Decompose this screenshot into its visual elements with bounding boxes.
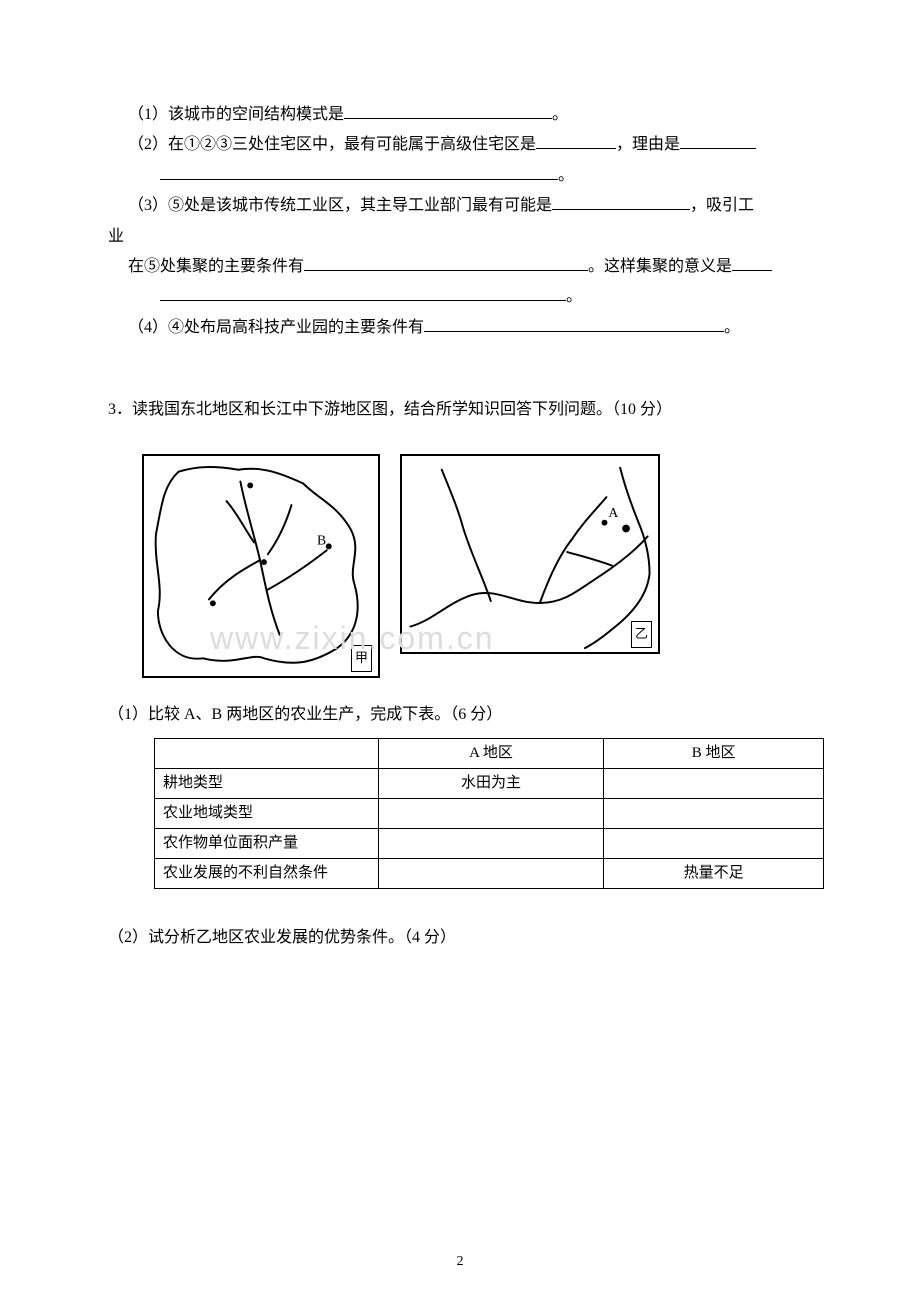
table-row: 耕地类型 水田为主 [155,768,824,798]
comparison-table: A 地区 B 地区 耕地类型 水田为主 农业地域类型 农作物单位面积产量 农业发… [154,738,824,889]
q1-p4-pre: （4）④处布局高科技产业园的主要条件有 [128,319,424,336]
r0c2[interactable] [604,768,824,798]
q3-title: 3．读我国东北地区和长江中下游地区图，结合所学知识回答下列问题。（10 分） [108,395,812,425]
th-0 [155,738,379,768]
q1-p3-cont-blank2[interactable] [732,253,772,271]
q1-p3: （3）⑤处是该城市传统工业区，其主导工业部门最有可能是 ，吸引工 [108,191,812,221]
svg-text:A: A [608,504,618,519]
r2c2[interactable] [604,828,824,858]
q1-p1-blank[interactable] [344,101,552,119]
q1-p3-mid: ，吸引工 [690,197,754,214]
q1-p3-hang: 业 [108,222,812,252]
q1-p1: （1）该城市的空间结构模式是 。 [108,100,812,130]
map-1: B 甲 [142,454,380,678]
q1-p2-cont-tail: 。 [558,167,574,184]
q1-p2-mid: ，理由是 [616,136,680,153]
r2c1[interactable] [378,828,604,858]
r1c2[interactable] [604,798,824,828]
r0c0: 耕地类型 [155,768,379,798]
q1-p3-blank[interactable] [552,193,690,211]
table-row: 农业发展的不利自然条件 热量不足 [155,858,824,888]
map2-label: 乙 [631,621,652,648]
q3-sub1: （1）比较 A、B 两地区的农业生产，完成下表。（6 分） [108,700,812,730]
r0c1[interactable]: 水田为主 [378,768,604,798]
q3-sub2: （2）试分析乙地区农业发展的优势条件。（4 分） [108,923,812,953]
q1-p3-cont2-tail: 。 [566,288,582,305]
map-2: A 乙 [400,454,660,654]
q1-p3-cont2: 。 [108,282,812,312]
maps-row: B 甲 A 乙 [142,454,812,678]
r3c1[interactable] [378,858,604,888]
q1-p3-pre: （3）⑤处是该城市传统工业区，其主导工业部门最有可能是 [128,197,552,214]
page-number: 2 [0,1249,920,1276]
table-row: 农业地域类型 [155,798,824,828]
r1c1[interactable] [378,798,604,828]
q1-p3-cont: 在⑤处集聚的主要条件有 。这样集聚的意义是 [108,252,812,282]
th-1: A 地区 [378,738,604,768]
r1c0: 农业地域类型 [155,798,379,828]
map1-label: 甲 [351,645,372,672]
r3c2[interactable]: 热量不足 [604,858,824,888]
question-block-3: 3．读我国东北地区和长江中下游地区图，结合所学知识回答下列问题。（10 分） B… [108,395,812,953]
q1-p2-pre: （2）在①②③三处住宅区中，最有可能属于高级住宅区是 [128,136,536,153]
q1-p4-tail: 。 [724,319,740,336]
question-block-1: （1）该城市的空间结构模式是。 （2）在①②③三处住宅区中，最有可能属于高级住宅… [108,100,812,343]
q1-p3-cont-pre: 在⑤处集聚的主要条件有 [128,258,304,275]
table-row: 农作物单位面积产量 [155,828,824,858]
q1-p2-cont: 。 [108,161,812,191]
th-2: B 地区 [604,738,824,768]
q1-p3-hang-txt: 业 [108,228,124,245]
q1-p4-blank[interactable] [424,314,724,332]
svg-text:B: B [317,532,326,547]
q1-p3-cont2-blank[interactable] [160,284,566,302]
q1-p2-blank2[interactable] [680,132,756,150]
q1-p3-cont-blank[interactable] [304,253,588,271]
r3c0: 农业发展的不利自然条件 [155,858,379,888]
table-header-row: A 地区 B 地区 [155,738,824,768]
q1-p1-pre: （1）该城市的空间结构模式是 [128,106,344,123]
q1-p3-cont-mid: 。这样集聚的意义是 [588,258,732,275]
q1-p4: （4）④处布局高科技产业园的主要条件有 。 [108,313,812,343]
q1-p2-cont-blank[interactable] [160,162,558,180]
r2c0: 农作物单位面积产量 [155,828,379,858]
q1-p1-tail: 。 [552,106,568,123]
q1-p2-blank1[interactable] [536,132,616,150]
q1-p2: （2）在①②③三处住宅区中，最有可能属于高级住宅区是 ，理由是 [108,130,812,160]
